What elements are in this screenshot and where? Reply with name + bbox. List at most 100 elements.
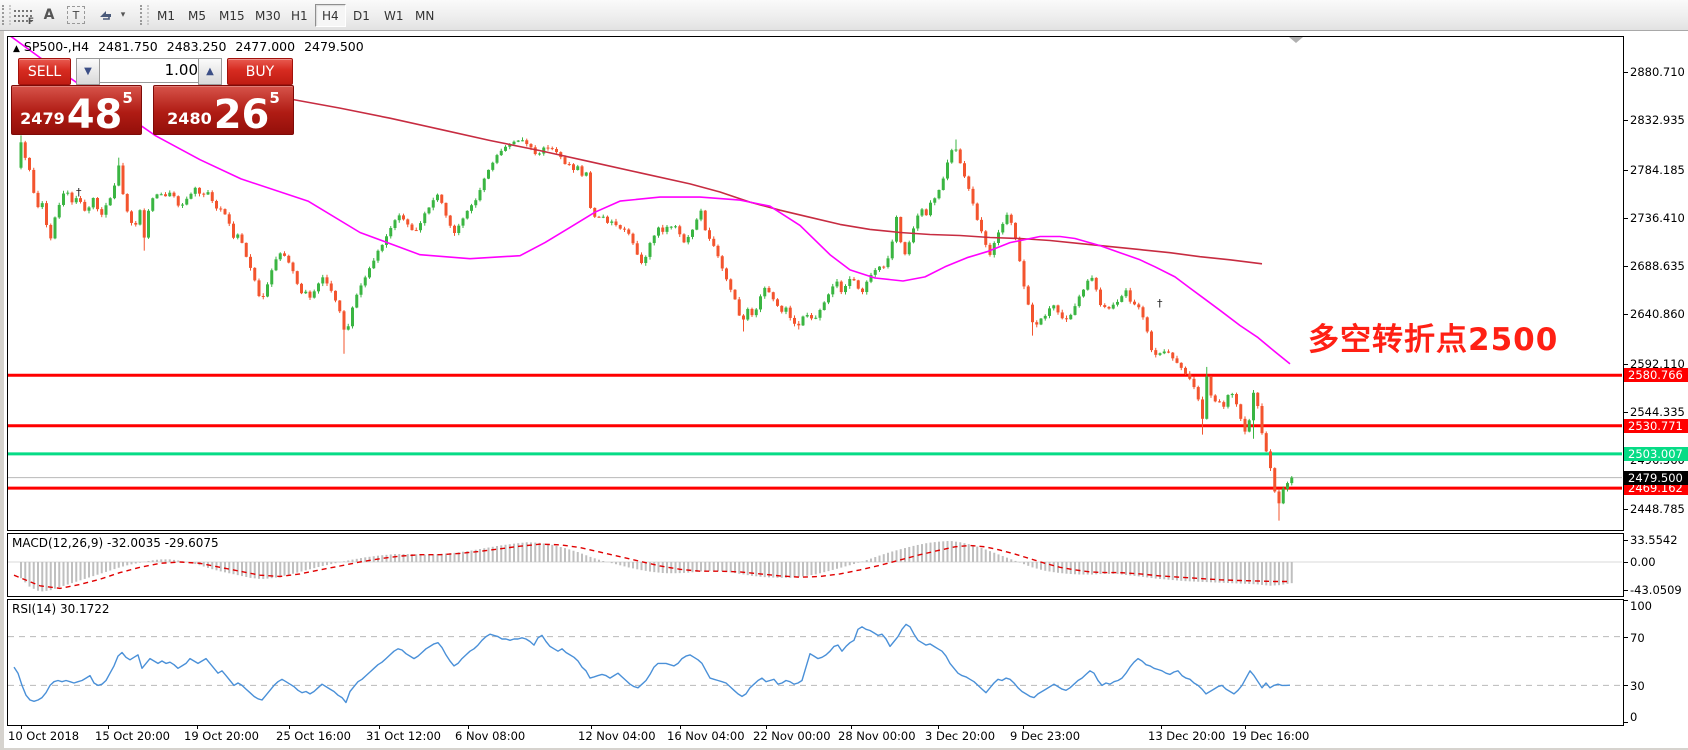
candle-body bbox=[550, 148, 554, 150]
tf-button-H4[interactable]: H4 bbox=[315, 4, 346, 27]
candle-body bbox=[725, 268, 728, 280]
candle-body bbox=[818, 310, 822, 318]
text-box-icon[interactable]: T bbox=[66, 3, 86, 27]
candle-body bbox=[461, 218, 465, 226]
buy-button[interactable]: BUY bbox=[227, 58, 293, 85]
tf-button-D1[interactable]: D1 bbox=[353, 8, 370, 23]
time-axis-label: 28 Nov 00:00 bbox=[838, 729, 916, 743]
toolbar-grip-2[interactable] bbox=[140, 5, 149, 25]
volume-input[interactable]: 1.00 bbox=[99, 58, 209, 83]
candle-body bbox=[206, 192, 210, 195]
candle-body bbox=[393, 220, 397, 228]
candle-body bbox=[363, 277, 367, 286]
macd-tick bbox=[1623, 590, 1628, 592]
candle-body bbox=[797, 323, 801, 326]
candle-body bbox=[878, 266, 881, 271]
candle-body bbox=[83, 201, 87, 211]
candle-body bbox=[852, 279, 856, 281]
candle-body bbox=[572, 164, 575, 170]
candle-body bbox=[1277, 491, 1281, 504]
candle-body bbox=[351, 307, 354, 327]
tf-button-M1[interactable]: M1 bbox=[157, 8, 175, 23]
price-tick bbox=[1623, 217, 1628, 219]
candle-body bbox=[1235, 394, 1238, 405]
time-tick bbox=[21, 725, 22, 729]
sell-price-pip: 5 bbox=[122, 89, 133, 107]
price-tick bbox=[1623, 460, 1628, 462]
candle-body bbox=[597, 216, 601, 218]
candle-body bbox=[138, 210, 142, 225]
price-tick bbox=[1623, 72, 1628, 73]
candle-body bbox=[147, 210, 150, 238]
time-tick bbox=[1161, 725, 1162, 729]
toolbar-grip[interactable] bbox=[2, 5, 11, 25]
tf-button-W1[interactable]: W1 bbox=[384, 8, 404, 23]
shapes-arrows-icon[interactable] bbox=[96, 3, 116, 27]
candle-body bbox=[614, 221, 618, 226]
macd-label: MACD(12,26,9) -32.0035 -29.6075 bbox=[12, 536, 219, 550]
candle-body bbox=[261, 295, 265, 297]
candle-body bbox=[1111, 304, 1115, 309]
candle-body bbox=[215, 200, 218, 209]
candle-body bbox=[1230, 394, 1234, 396]
chevron-down-icon[interactable]: ▾ bbox=[120, 10, 126, 20]
candle-body bbox=[984, 231, 988, 245]
sell-button[interactable]: SELL bbox=[18, 58, 71, 85]
candle-body bbox=[1239, 404, 1243, 419]
candle-body bbox=[198, 187, 201, 194]
time-axis-label: 6 Nov 08:00 bbox=[455, 729, 526, 743]
candle-body bbox=[53, 217, 57, 239]
candle-body bbox=[57, 204, 61, 218]
tf-button-M5[interactable]: M5 bbox=[188, 8, 206, 23]
time-tick bbox=[468, 725, 469, 729]
candle-body bbox=[1043, 315, 1047, 319]
candle-body bbox=[474, 200, 478, 206]
candle-body bbox=[699, 210, 703, 220]
candle-body bbox=[958, 149, 962, 164]
tf-button-M30[interactable]: M30 bbox=[255, 8, 281, 23]
candle-body bbox=[657, 227, 660, 236]
candle-body bbox=[96, 197, 99, 210]
sell-price-box[interactable]: 2479 48 5 bbox=[11, 85, 142, 135]
candle-body bbox=[236, 234, 240, 238]
candle-body bbox=[295, 271, 299, 284]
candle-body bbox=[516, 140, 520, 142]
tf-button-MN[interactable]: MN bbox=[415, 8, 435, 23]
macd-tick bbox=[1623, 562, 1628, 563]
time-axis-label: 9 Dec 23:00 bbox=[1010, 729, 1081, 743]
candle-body bbox=[1213, 395, 1217, 402]
candle-body bbox=[1167, 351, 1170, 353]
candle-body bbox=[1290, 477, 1294, 484]
price-tick bbox=[1623, 508, 1628, 510]
price-tick bbox=[1623, 412, 1628, 414]
candle-body bbox=[580, 166, 584, 176]
candle-body bbox=[822, 302, 826, 311]
candle-body bbox=[937, 189, 941, 199]
time-axis-label: 22 Nov 00:00 bbox=[753, 729, 831, 743]
buy-price-box[interactable]: 2480 26 5 bbox=[153, 85, 294, 135]
tf-button-H1[interactable]: H1 bbox=[291, 8, 308, 23]
candle-body bbox=[28, 157, 31, 170]
volume-decrease-button[interactable]: ▼ bbox=[76, 58, 100, 85]
tf-button-M15[interactable]: M15 bbox=[219, 8, 245, 23]
candle-body bbox=[576, 166, 580, 170]
candle-body bbox=[695, 219, 699, 230]
current-price-badge: 2479.500 bbox=[1624, 470, 1688, 485]
candle-body bbox=[470, 205, 473, 211]
volume-increase-button[interactable]: ▲ bbox=[198, 58, 222, 85]
candle-body bbox=[835, 281, 839, 287]
candle-body bbox=[954, 149, 958, 151]
candle-body bbox=[1133, 301, 1136, 305]
time-tick bbox=[379, 725, 380, 729]
candle-body bbox=[223, 209, 227, 215]
candle-body bbox=[975, 203, 979, 220]
pattern-f-icon[interactable]: F bbox=[12, 3, 34, 27]
candle-body bbox=[270, 270, 274, 285]
candle-body bbox=[1205, 376, 1209, 419]
candle-body bbox=[227, 214, 231, 224]
level-badge-2530.771: 2530.771 bbox=[1624, 418, 1688, 433]
text-label-icon[interactable]: A bbox=[43, 7, 55, 23]
candle-body bbox=[1065, 318, 1068, 320]
candle-body bbox=[142, 210, 146, 238]
